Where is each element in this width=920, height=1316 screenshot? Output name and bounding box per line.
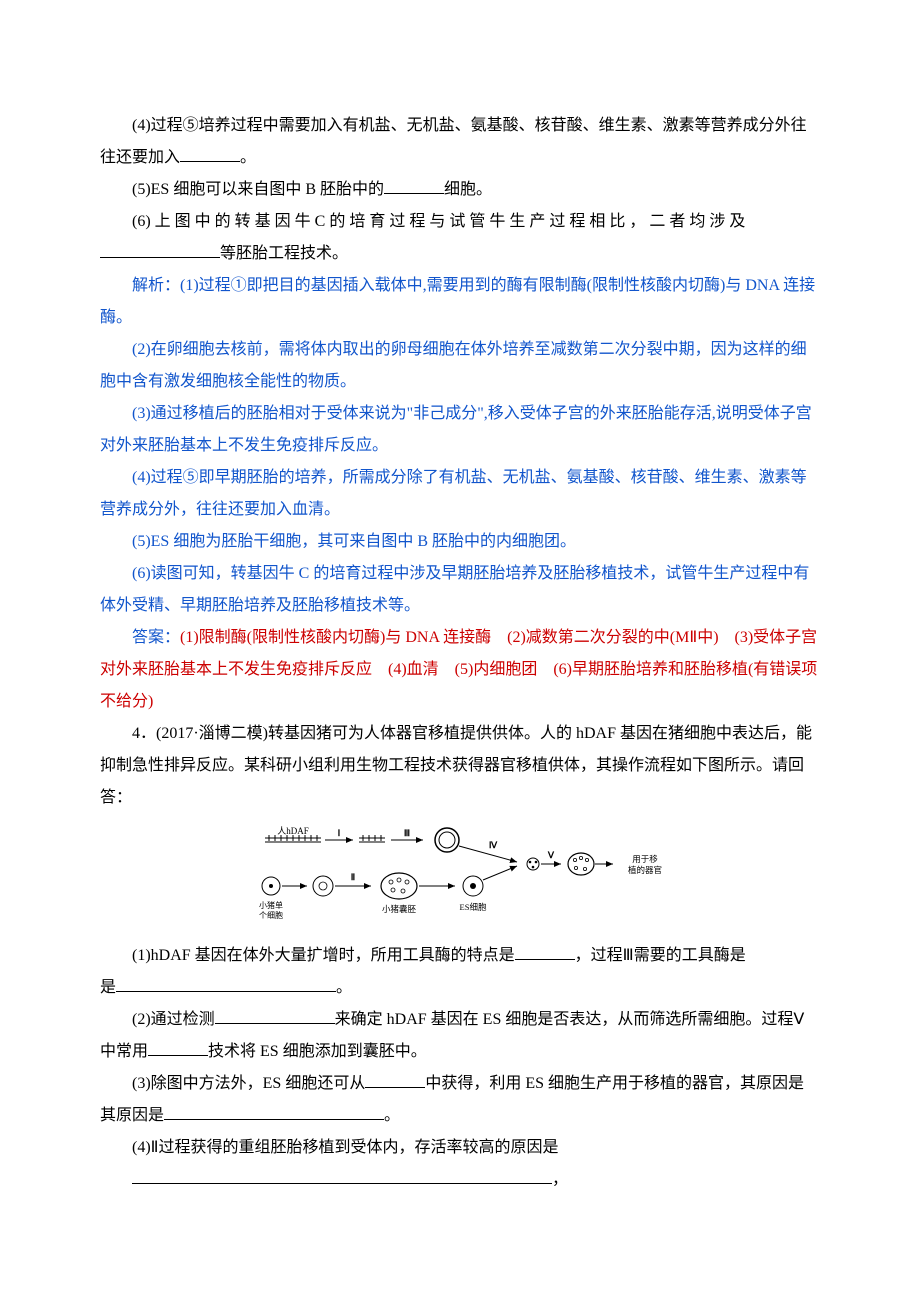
q4-intro: 4．(2017·淄博二模)转基因猪可为人体器官移植提供供体。人的 hDAF 基因… [100, 718, 820, 814]
q3-4-text-suffix: 。 [240, 149, 256, 166]
q4-2-a: (2)通过检测 [132, 1011, 215, 1028]
document-page: (4)过程⑤培养过程中需要加入有机盐、无机盐、氨基酸、核苷酸、维生素、激素等营养… [0, 0, 920, 1316]
q4-4-a: (4)Ⅱ过程获得的重组胚胎移植到受体内，存活率较高的原因是 [132, 1139, 559, 1156]
blank [100, 241, 220, 258]
q4-item-3: (3)除图中方法外，ES 细胞还可从 中获得，利用 ES 细胞生产用于移植的器官，… [100, 1068, 820, 1100]
svg-text:用于移: 用于移 [632, 854, 658, 864]
blank [132, 1167, 552, 1184]
q4-2-c: 技术将 ES 细胞添加到囊胚中。 [208, 1043, 427, 1060]
q3-item-6: (6) 上 图 中 的 转 基 因 牛 C 的 培 育 过 程 与 试 管 牛 … [100, 206, 820, 238]
q3-item-6b: 等胚胎工程技术。 [100, 238, 820, 270]
blank [215, 1007, 335, 1024]
blank [365, 1071, 425, 1088]
q4-item-1: (1)hDAF 基因在体外大量扩增时，所用工具酶的特点是 ，过程Ⅲ需要的工具酶是 [100, 940, 820, 972]
svg-text:植的器官: 植的器官 [628, 865, 662, 875]
analysis-4-text: (4)过程⑤即早期胚胎的培养，所需成分除了有机盐、无机盐、氨基酸、核苷酸、维生素… [100, 469, 807, 518]
svg-text:Ⅱ: Ⅱ [351, 872, 355, 882]
svg-text:小猪囊胚: 小猪囊胚 [382, 904, 417, 914]
analysis-2-text: (2)在卵细胞去核前，需将体内取出的卵母细胞在体外培养至减数第二次分裂中期，因为… [100, 341, 807, 390]
analysis-5-text: (5)ES 细胞为胚胎干细胞，其可来自图中 B 胚胎中的内细胞团。 [132, 533, 576, 550]
q4-3-a: (3)除图中方法外，ES 细胞还可从 [132, 1075, 365, 1092]
analysis-1: 解析：(1)过程①即把目的基因插入载体中,需要用到的酶有限制酶(限制性核酸内切酶… [100, 270, 820, 334]
analysis-6-text: (6)读图可知，转基因牛 C 的培育过程中涉及早期胚胎培养及胚胎移植技术，试管牛… [100, 565, 809, 614]
q4-diagram: 人hDAF Ⅰ Ⅲ [100, 824, 820, 936]
flowchart-svg: 人hDAF Ⅰ Ⅲ [245, 824, 675, 924]
analysis-3-text: (3)通过移植后的胚胎相对于受体来说为"非己成分",移入受体子宫的外来胚胎能存活… [100, 405, 812, 454]
analysis-3: (3)通过移植后的胚胎相对于受体来说为"非己成分",移入受体子宫的外来胚胎能存活… [100, 398, 820, 462]
blank [164, 1103, 384, 1120]
q4-3-b: 中获得，利用 ES 细胞生产用于移植的器官，其原因是 [425, 1075, 804, 1092]
q4-1-a: (1)hDAF 基因在体外大量扩增时，所用工具酶的特点是 [132, 947, 515, 964]
answer-label: 答案： [132, 629, 180, 646]
q4-item-1b: 是。 [100, 972, 820, 1004]
blank [148, 1039, 208, 1056]
svg-text:Ⅲ: Ⅲ [404, 828, 410, 838]
q4-3-c: 。 [384, 1107, 400, 1124]
q4-item-3b: 其原因是。 [100, 1100, 820, 1132]
blank [515, 943, 575, 960]
q3-5-text-a: (5)ES 细胞可以来自图中 B 胚胎中的 [132, 181, 384, 198]
svg-text:小猪单: 小猪单 [259, 900, 283, 910]
q3-item-4: (4)过程⑤培养过程中需要加入有机盐、无机盐、氨基酸、核苷酸、维生素、激素等营养… [100, 110, 820, 174]
q3-6-text-a: (6) 上 图 中 的 转 基 因 牛 C 的 培 育 过 程 与 试 管 牛 … [132, 213, 745, 230]
svg-text:人hDAF: 人hDAF [277, 826, 309, 836]
svg-text:Ⅰ: Ⅰ [338, 828, 341, 838]
analysis-6: (6)读图可知，转基因牛 C 的培育过程中涉及早期胚胎培养及胚胎移植技术，试管牛… [100, 558, 820, 622]
q4-1-c: 。 [336, 979, 352, 996]
svg-text:Ⅳ: Ⅳ [489, 840, 498, 850]
answer-text: (1)限制酶(限制性核酸内切酶)与 DNA 连接酶 (2)减数第二次分裂的中(M… [100, 629, 817, 710]
analysis-1-text: (1)过程①即把目的基因插入载体中,需要用到的酶有限制酶(限制性核酸内切酶)与 … [100, 277, 815, 326]
svg-text:ES细胞: ES细胞 [460, 902, 487, 912]
analysis-5: (5)ES 细胞为胚胎干细胞，其可来自图中 B 胚胎中的内细胞团。 [100, 526, 820, 558]
blank [180, 145, 240, 162]
q3-6-text-b: 等胚胎工程技术。 [220, 245, 348, 262]
blank [384, 177, 444, 194]
analysis-label: 解析： [132, 277, 180, 294]
q3-5-text-b: 细胞。 [444, 181, 492, 198]
q4-intro-text: 4．(2017·淄博二模)转基因猪可为人体器官移植提供供体。人的 hDAF 基因… [100, 725, 812, 806]
q4-4-b: ， [552, 1171, 568, 1188]
svg-text:个细胞: 个细胞 [259, 910, 283, 920]
analysis-2: (2)在卵细胞去核前，需将体内取出的卵母细胞在体外培养至减数第二次分裂中期，因为… [100, 334, 820, 398]
q4-item-2: (2)通过检测来确定 hDAF 基因在 ES 细胞是否表达，从而筛选所需细胞。过… [100, 1004, 820, 1068]
q4-1-b: ，过程Ⅲ需要的工具酶是 [575, 947, 746, 964]
blank [116, 975, 336, 992]
answer-block: 答案：(1)限制酶(限制性核酸内切酶)与 DNA 连接酶 (2)减数第二次分裂的… [100, 622, 820, 718]
q3-item-5: (5)ES 细胞可以来自图中 B 胚胎中的 细胞。 [100, 174, 820, 206]
analysis-4: (4)过程⑤即早期胚胎的培养，所需成分除了有机盐、无机盐、氨基酸、核苷酸、维生素… [100, 462, 820, 526]
q4-item-4b: ， [100, 1164, 820, 1196]
svg-text:Ⅴ: Ⅴ [547, 850, 555, 860]
q4-item-4: (4)Ⅱ过程获得的重组胚胎移植到受体内，存活率较高的原因是 [100, 1132, 820, 1164]
